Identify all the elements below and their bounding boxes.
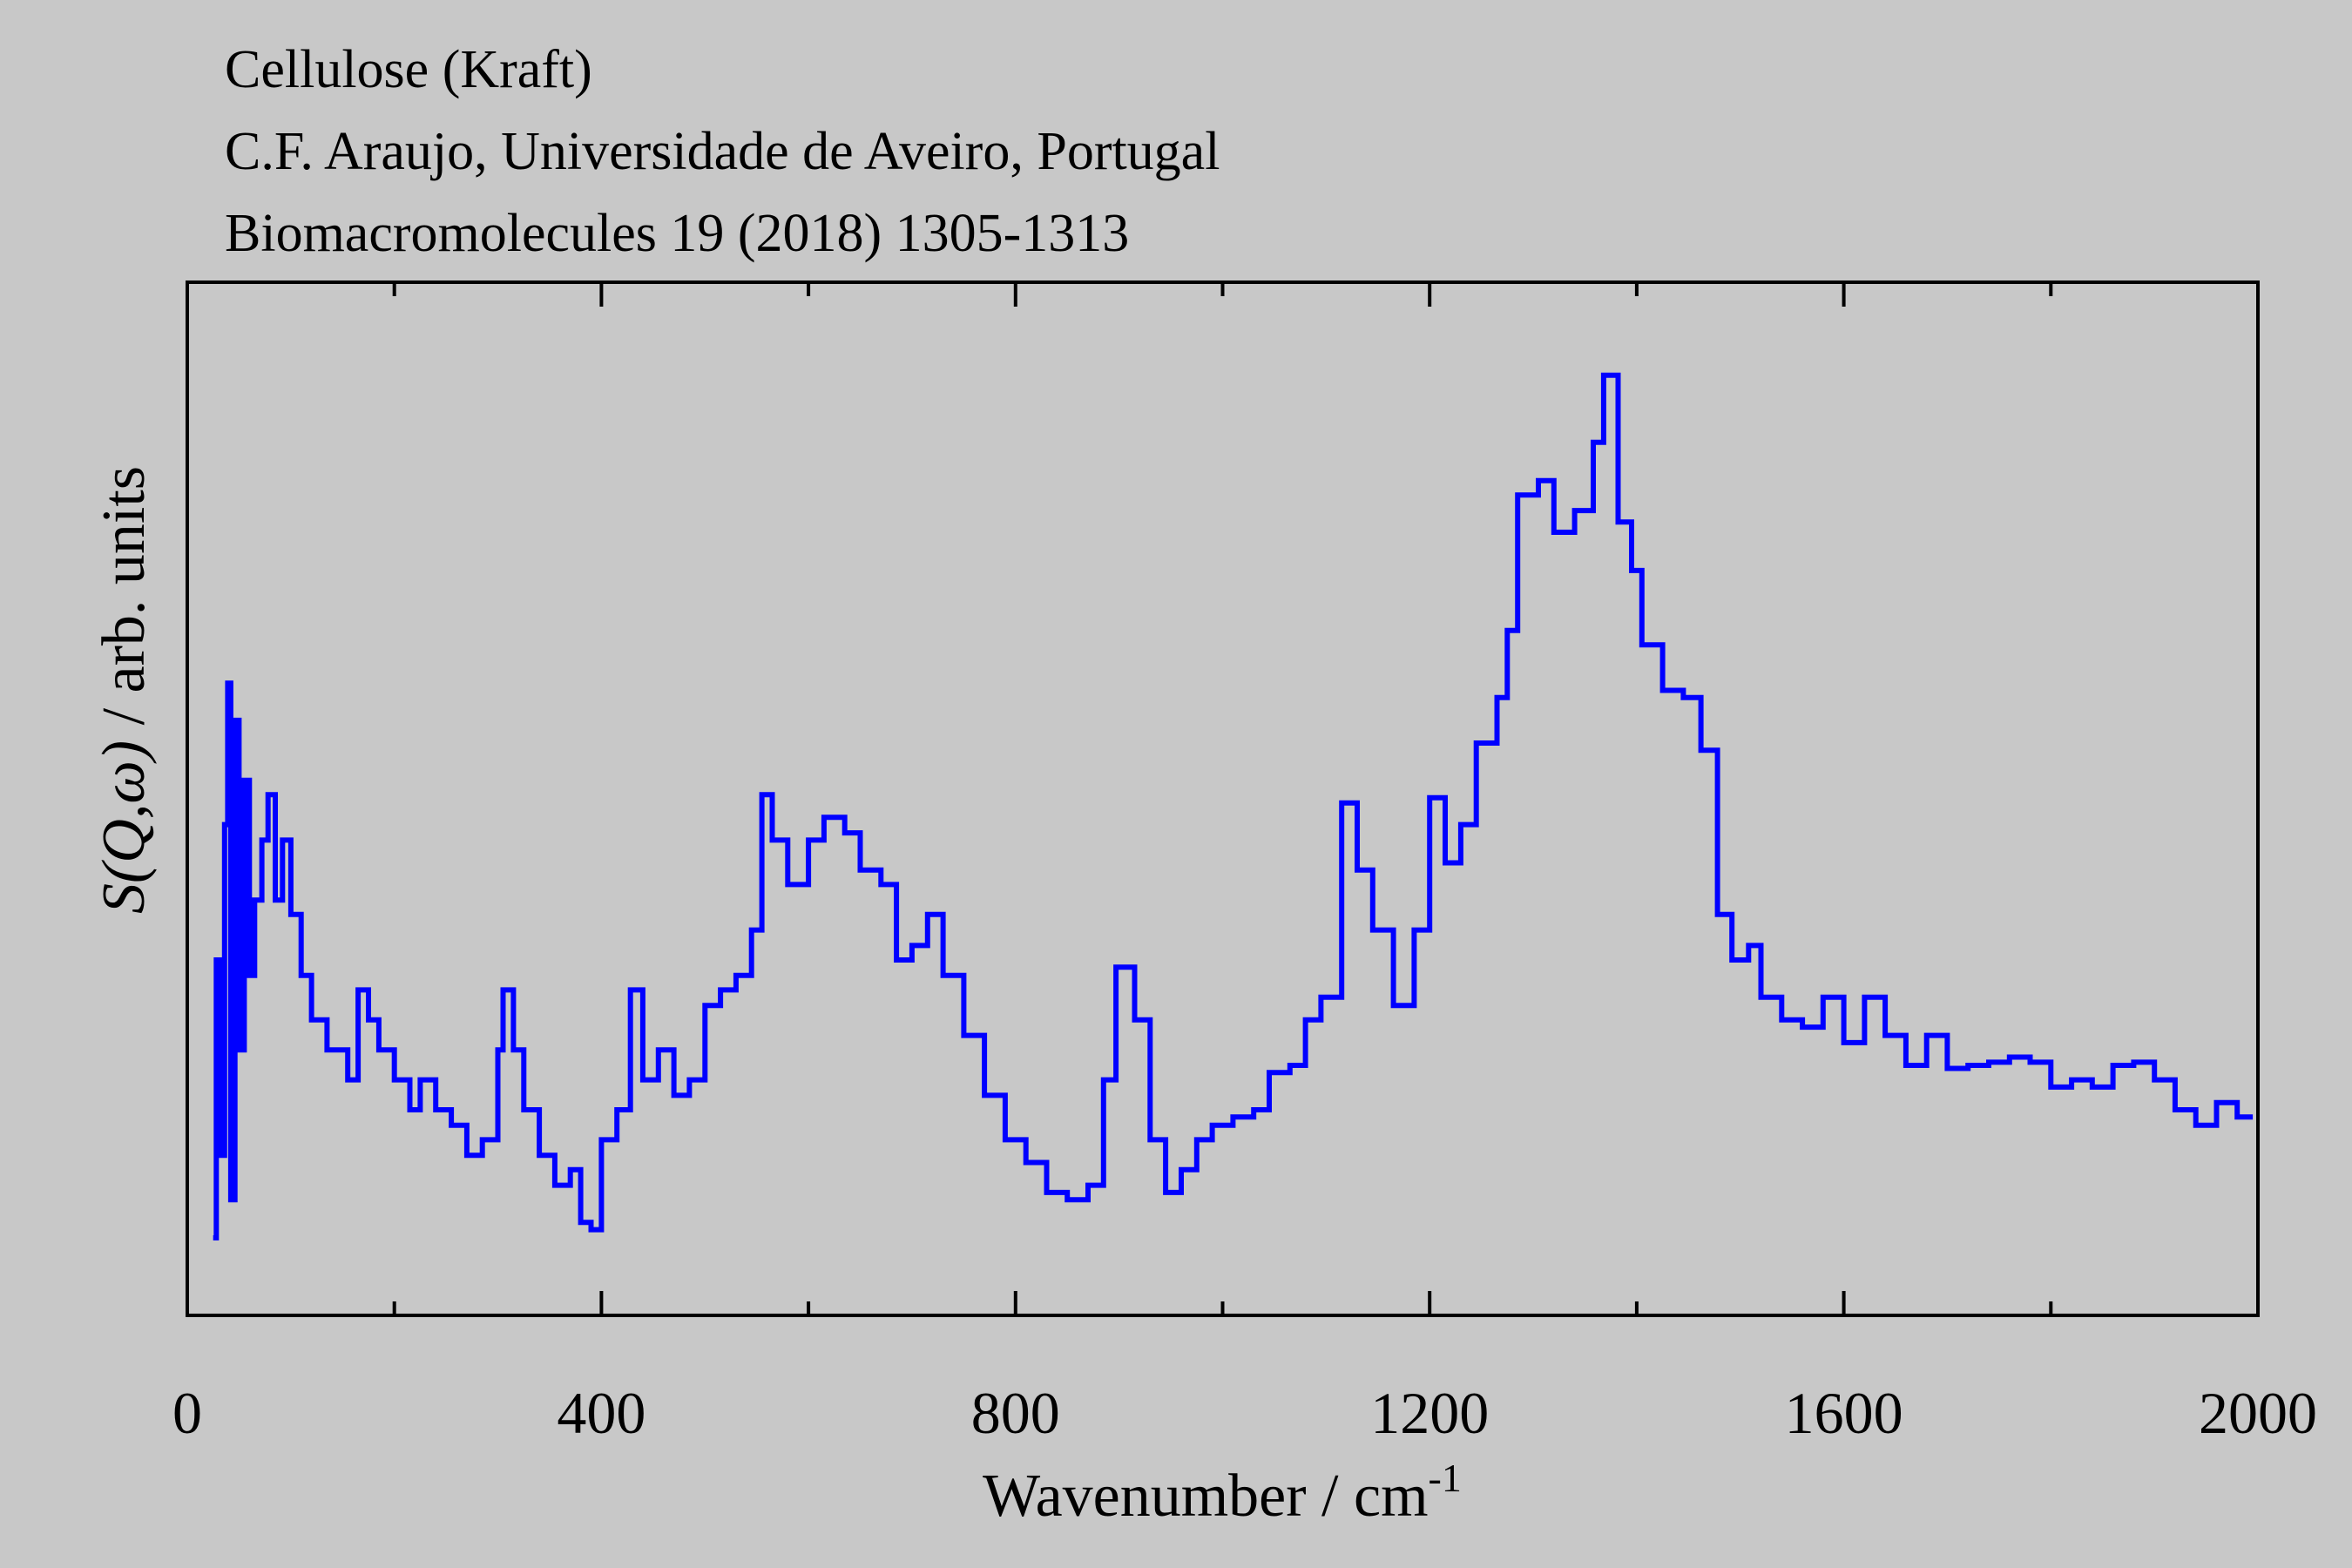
title-line: C.F. Araujo, Universidade de Aveiro, Por…: [225, 122, 1220, 181]
y-label-italic: S(Q,ω): [91, 740, 158, 914]
y-label-rest: / arb. units: [91, 466, 158, 740]
x-tick-label: 800: [971, 1380, 1060, 1446]
y-axis-label: S(Q,ω) / arb. units: [91, 466, 158, 914]
x-label-sup: -1: [1429, 1456, 1462, 1500]
x-tick-label: 2000: [2199, 1380, 2317, 1446]
title-line: Cellulose (Kraft): [225, 40, 592, 99]
x-tick-label: 0: [172, 1380, 202, 1446]
title-line: Biomacromolecules 19 (2018) 1305-1313: [225, 204, 1129, 263]
x-label-text: Wavenumber / cm: [983, 1463, 1428, 1530]
x-tick-label: 1200: [1370, 1380, 1489, 1446]
x-tick-label: 1600: [1785, 1380, 1903, 1446]
x-axis-label: Wavenumber / cm-1: [983, 1456, 1462, 1530]
x-tick-label: 400: [557, 1380, 645, 1446]
spectrum-line: [213, 372, 2254, 1240]
